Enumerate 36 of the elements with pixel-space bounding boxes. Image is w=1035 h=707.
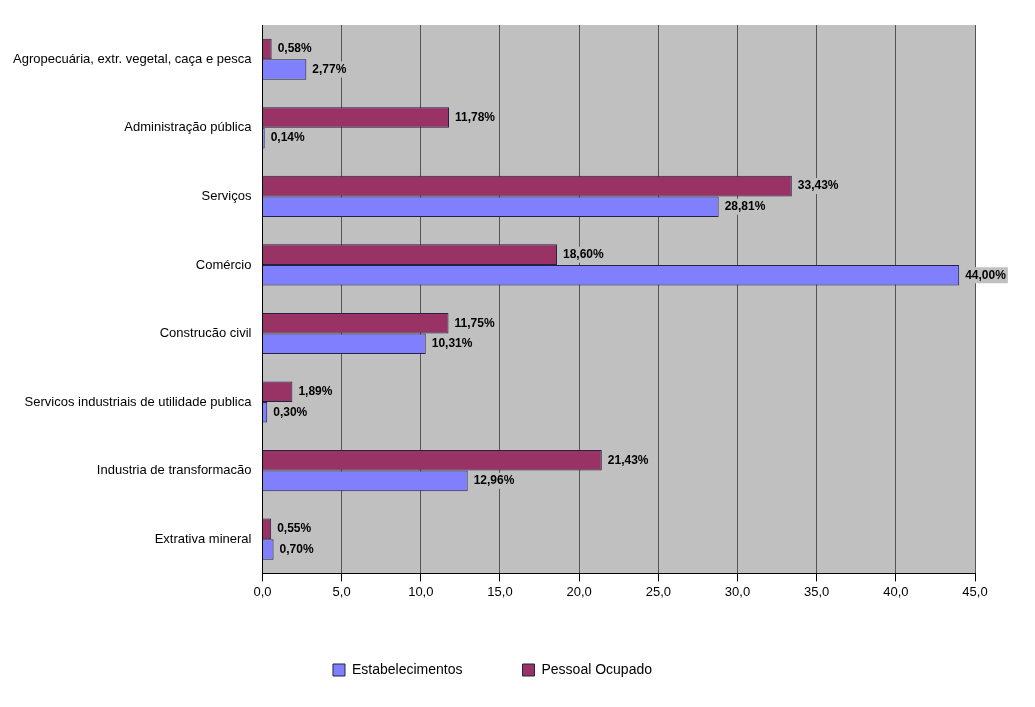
x-tick-label: 30,0 [724, 583, 751, 599]
data-label: 0,55% [277, 521, 312, 536]
x-tick-label: 0,0 [253, 583, 272, 599]
y-tick-label: Agropecuária, extr. vegetal, caça e pesca [12, 50, 253, 66]
legend-label: Estabelecimentos [351, 660, 463, 677]
legend-label: Pessoal Ocupado [541, 660, 653, 677]
x-tick-label: 20,0 [566, 583, 592, 599]
data-label: 0,14% [270, 130, 306, 145]
y-tick-label: Servicos industriais de utilidade publica [24, 393, 253, 409]
x-tick-label: 25,0 [645, 583, 671, 599]
x-tick-label: 15,0 [487, 583, 513, 599]
data-label: 21,43% [607, 452, 649, 467]
data-label: 11,78% [455, 109, 496, 124]
x-tick-label: 5,0 [332, 583, 351, 599]
data-label: 28,81% [724, 198, 766, 213]
y-tick-label: Construcão civil [159, 325, 252, 341]
x-tick-label: 35,0 [804, 583, 830, 599]
data-label: 1,89% [298, 384, 333, 399]
data-label: 33,43% [797, 178, 839, 193]
y-tick-label: Serviços [201, 187, 252, 203]
data-label: 11,75% [454, 315, 495, 330]
data-label: 44,00% [965, 267, 1007, 282]
data-label: 0,70% [279, 541, 314, 556]
y-tick-label: Comércio [195, 256, 252, 272]
y-tick-label: Industria de transformacão [96, 462, 252, 478]
data-label: 0,30% [273, 404, 308, 419]
data-label: 10,31% [431, 336, 473, 351]
data-label: 12,96% [473, 473, 515, 488]
y-tick-label: Extrativa mineral [154, 530, 252, 546]
x-tick-label: 45,0 [962, 583, 988, 599]
x-tick-label: 40,0 [883, 583, 909, 599]
data-label: 2,77% [312, 61, 347, 76]
data-label: 18,60% [562, 246, 605, 261]
data-label: 0,58% [277, 41, 313, 56]
y-tick-label: Administração pública [124, 119, 253, 135]
x-tick-label: 10,0 [408, 583, 434, 599]
